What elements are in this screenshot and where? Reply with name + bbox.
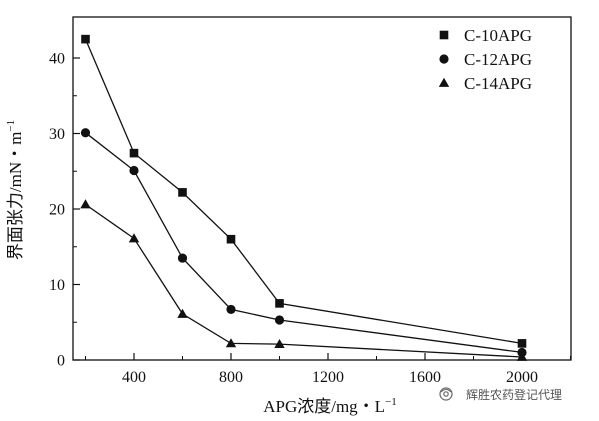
data-point-c-12apg [226,304,236,315]
data-point-c-14apg [274,338,285,349]
y-axis-title-text: 界面张力/mN・m [6,132,25,260]
axes [72,16,572,361]
data-point-c-14apg [177,308,188,318]
legend-label: C-14APG [464,74,532,93]
plot-frame [72,16,572,361]
series-line-c-12apg [85,132,523,354]
x-tick-label: 1200 [312,369,344,386]
x-tick-label: 800 [219,369,243,386]
data-point-c-10apg [226,234,236,244]
series-line-c-10apg [84,38,523,345]
series-lines [84,38,523,358]
data-point-c-14apg [516,351,528,361]
x-tick-label: 2000 [506,369,538,386]
legend-marker-c-10apg [439,30,449,40]
x-axis-title-text: APG浓度/mg・L [263,397,385,416]
watermark-text: 辉胜农药登记代理 [466,387,562,402]
tick-labels: 400 800 1200 1600 2000 0 10 20 30 40 [49,51,538,387]
legend-label: C-10APG [464,26,532,45]
x-tick-label: 400 [122,369,146,386]
legend: C-10APG C-12APG C-14APG [438,26,532,93]
data-point-c-10apg [129,148,139,158]
data-point-c-12apg [129,165,139,176]
x-tick-label: 1600 [409,369,441,386]
tick-marks [73,57,571,361]
legend-marker-c-12apg [439,54,449,64]
data-point-c-14apg [80,199,91,209]
data-point-c-12apg [177,253,188,263]
x-axis-title-superscript: −1 [385,396,397,408]
data-point-c-12apg [274,315,285,325]
legend-label: C-12APG [464,50,532,69]
y-tick-label: 10 [49,277,65,294]
data-point-c-14apg [128,233,140,243]
y-tick-label: 30 [49,126,65,143]
data-point-c-10apg [81,34,90,44]
series-line-c-14apg [85,203,523,358]
data-point-c-12apg [80,128,91,138]
y-tick-label: 40 [49,51,65,68]
y-axis-title: 界面张力/mN・m−1 [5,120,25,260]
data-point-c-10apg [517,339,527,348]
data-point-c-10apg [178,188,187,197]
wechat-official-account-icon [439,387,453,401]
data-point-c-10apg [275,299,284,308]
data-point-c-14apg [225,338,237,348]
data-markers [80,34,528,361]
legend-marker-c-14apg [438,77,450,87]
watermark: 辉胜农药登记代理 [439,387,562,402]
y-axis-title-superscript: −1 [5,120,17,132]
x-axis-title: APG浓度/mg・L−1 [263,396,397,416]
y-tick-label: 0 [57,353,65,370]
y-tick-label: 20 [49,202,65,219]
